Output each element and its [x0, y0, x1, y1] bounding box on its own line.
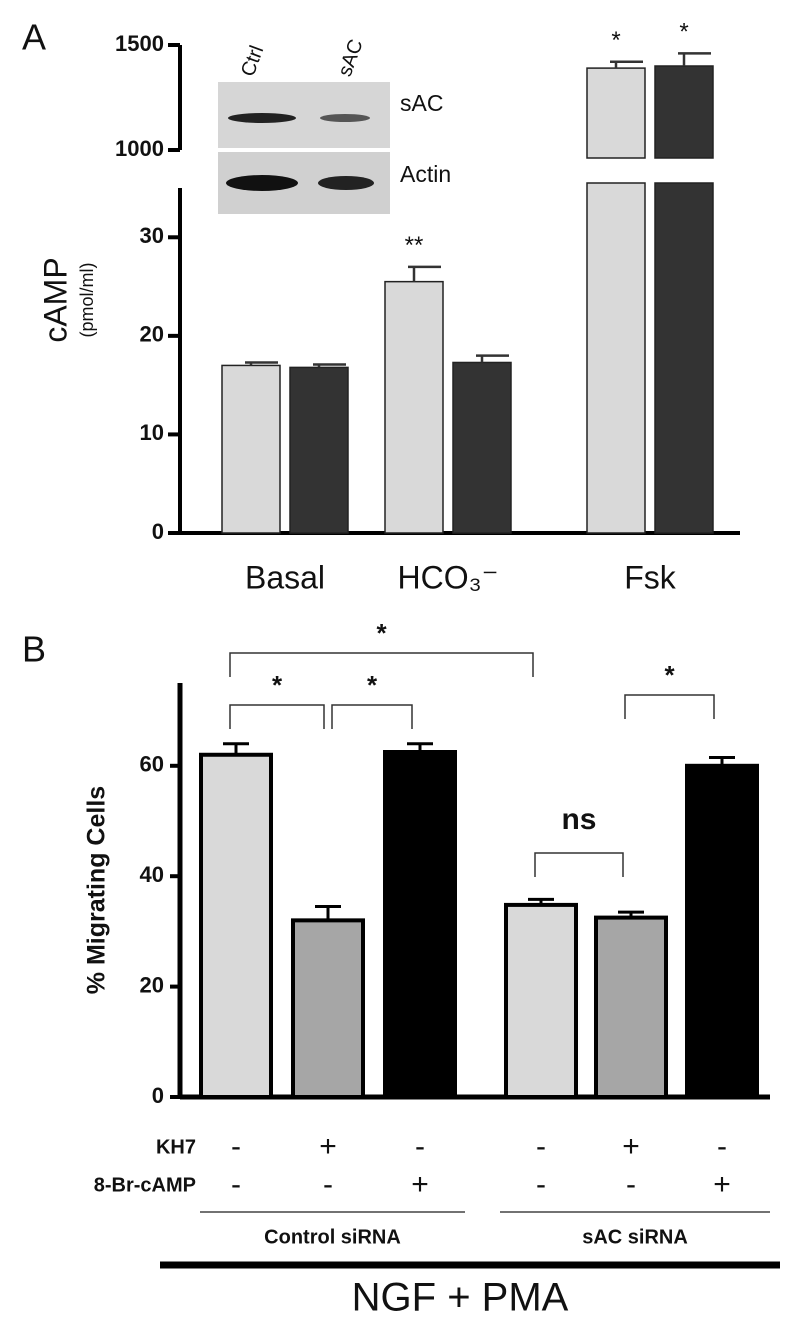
- panel-label: A: [22, 17, 46, 58]
- y-tick-label: 20: [140, 972, 164, 997]
- significance-label: ns: [561, 803, 596, 836]
- bar: [221, 364, 281, 534]
- significance-label: **: [405, 232, 424, 259]
- treatment-sign: +: [622, 1130, 640, 1163]
- bar: [289, 366, 349, 534]
- significance-label: *: [679, 19, 688, 46]
- bar: [384, 280, 444, 534]
- y-tick-label: 1000: [115, 136, 164, 161]
- treatment-sign: +: [411, 1168, 429, 1201]
- blot-row-label: sAC: [400, 90, 443, 116]
- treatment-label: KH7: [156, 1136, 196, 1158]
- treatment-sign: -: [536, 1130, 546, 1163]
- treatment-sign: -: [717, 1130, 727, 1163]
- y-tick-label: 40: [140, 862, 164, 887]
- y-tick-label: 0: [152, 519, 164, 544]
- y-axis-sublabel: (pmol/ml): [77, 263, 97, 338]
- treatment-sign: -: [323, 1168, 333, 1201]
- treatment-sign: -: [415, 1130, 425, 1163]
- significance-bracket: [534, 852, 624, 877]
- blot-band: [320, 114, 370, 122]
- y-tick-label: 1500: [115, 31, 164, 56]
- bar: [452, 361, 512, 534]
- bar: [199, 752, 273, 1099]
- treatment-sign: +: [319, 1130, 337, 1163]
- bar: [383, 750, 457, 1099]
- y-axis-label: cAMP: [37, 257, 73, 342]
- bar: [291, 918, 365, 1099]
- significance-bracket: [229, 652, 534, 677]
- bar: [654, 65, 714, 159]
- group-label: sAC siRNA: [582, 1226, 688, 1248]
- blot-row-label: Actin: [400, 161, 451, 187]
- blot-lane-label: sAC: [334, 36, 368, 79]
- y-tick-label: 20: [140, 322, 164, 347]
- significance-bracket: [331, 704, 413, 729]
- x-tick-label: Basal: [245, 559, 325, 595]
- x-tick-label: HCO₃⁻: [397, 559, 498, 595]
- bar: [654, 182, 714, 534]
- significance-bracket: [229, 704, 325, 729]
- footer-label: NGF + PMA: [352, 1276, 569, 1320]
- blot-band: [226, 175, 298, 191]
- y-tick-label: 30: [140, 223, 164, 248]
- significance-label: *: [611, 27, 620, 54]
- bar: [586, 182, 646, 534]
- group-label: Control siRNA: [264, 1226, 401, 1248]
- y-axis-label: % Migrating Cells: [83, 786, 111, 994]
- treatment-sign: -: [626, 1168, 636, 1201]
- significance-label: *: [272, 670, 283, 700]
- significance-bracket: [624, 694, 715, 719]
- treatment-label: 8-Br-cAMP: [94, 1174, 196, 1196]
- bar: [586, 67, 646, 159]
- blot-band: [228, 113, 296, 123]
- blot-band: [318, 176, 374, 190]
- blot-lane-label: Ctrl: [237, 43, 268, 80]
- y-tick-label: 0: [152, 1083, 164, 1108]
- treatment-sign: +: [713, 1168, 731, 1201]
- bar: [685, 763, 759, 1099]
- x-tick-label: Fsk: [624, 559, 677, 595]
- bar: [504, 902, 578, 1099]
- treatment-sign: -: [231, 1168, 241, 1201]
- significance-label: *: [664, 660, 675, 690]
- y-tick-label: 10: [140, 420, 164, 445]
- y-tick-label: 60: [140, 752, 164, 777]
- panel-label: B: [22, 629, 46, 670]
- treatment-sign: -: [536, 1168, 546, 1201]
- bar: [594, 915, 668, 1099]
- significance-label: *: [376, 618, 387, 648]
- significance-label: *: [367, 670, 378, 700]
- treatment-sign: -: [231, 1130, 241, 1163]
